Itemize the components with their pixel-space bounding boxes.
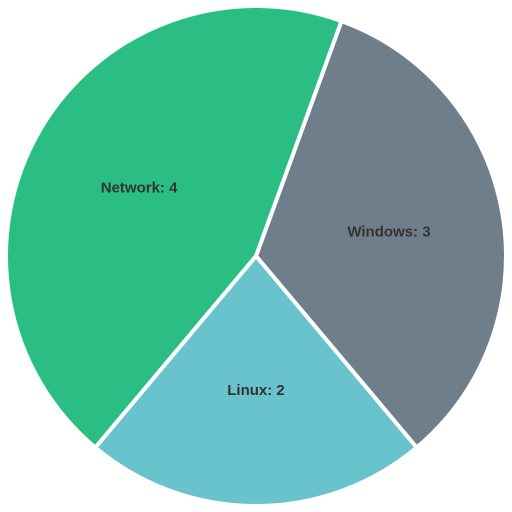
- pie-labels: Windows: 3 Linux: 2 Network: 4: [101, 179, 431, 399]
- pie-slices: [4, 4, 508, 508]
- pie-slice-linux: [93, 254, 419, 508]
- slice-label-network: Network: 4: [101, 179, 178, 196]
- pie-slice-windows: [254, 19, 508, 450]
- slice-label-windows: Windows: 3: [347, 224, 430, 241]
- pie-slice-network: [4, 4, 344, 450]
- slice-label-linux: Linux: 2: [227, 382, 285, 399]
